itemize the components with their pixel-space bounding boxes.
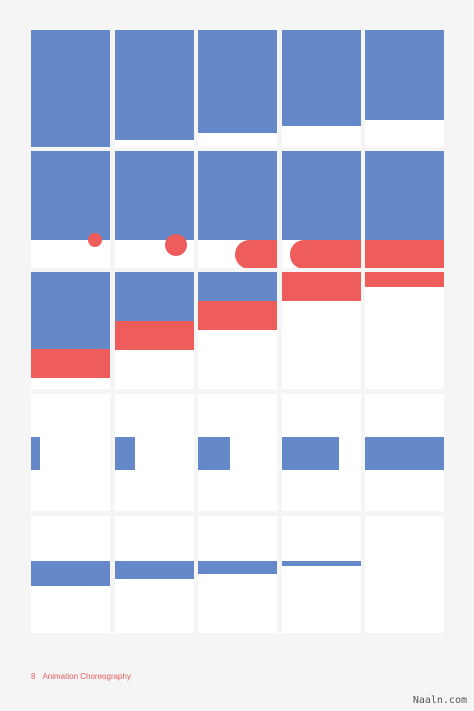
- frame-1-5: [365, 30, 444, 147]
- watermark-text: Naaln.com: [412, 695, 467, 706]
- frame-4-5: [365, 394, 444, 511]
- blue-panel: [198, 30, 277, 133]
- frame-2-2: [115, 151, 194, 268]
- frame-5-1: [31, 516, 110, 633]
- frame-1-2: [115, 30, 194, 147]
- frame-5-2: [115, 516, 194, 633]
- blue-panel: [198, 151, 277, 240]
- frame-3-5: [365, 272, 444, 389]
- blue-bar: [365, 437, 444, 470]
- blue-bar: [198, 561, 277, 574]
- red-bar: [198, 301, 277, 330]
- blue-bar: [282, 437, 339, 470]
- blue-panel: [365, 30, 444, 120]
- blue-bar: [31, 561, 110, 586]
- page-footer: 8 Animation Choreography: [31, 671, 131, 683]
- frame-5-5: [365, 516, 444, 633]
- blue-bar: [115, 437, 135, 470]
- blue-panel: [115, 30, 194, 140]
- frame-4-1: [31, 394, 110, 511]
- frame-2-3-red-layer: [198, 151, 277, 268]
- frame-3-3: [198, 272, 277, 389]
- red-circle-medium: [165, 234, 187, 256]
- blue-panel: [31, 30, 110, 147]
- blue-panel: [198, 272, 277, 301]
- frame-4-3: [198, 394, 277, 511]
- blue-panel: [31, 151, 110, 240]
- frame-2-4-red-layer: [282, 151, 361, 268]
- blue-panel: [282, 151, 361, 240]
- blue-bar: [198, 437, 230, 470]
- blue-panel: [31, 272, 110, 349]
- frame-4-4: [282, 394, 361, 511]
- frame-5-3: [198, 516, 277, 633]
- frame-2-1: [31, 151, 110, 268]
- blue-panel: [115, 151, 194, 240]
- section-title: Animation Choreography: [42, 672, 131, 681]
- red-bar-full: [365, 240, 444, 268]
- blue-panel: [365, 151, 444, 240]
- frame-3-4: [282, 272, 361, 389]
- frame-3-2: [115, 272, 194, 389]
- frame-5-4: [282, 516, 361, 633]
- frame-1-3: [198, 30, 277, 147]
- frame-4-2: [115, 394, 194, 511]
- red-bar: [282, 272, 361, 301]
- frame-1-4: [282, 30, 361, 147]
- page-number: 8: [31, 672, 36, 681]
- blue-bar: [282, 561, 361, 566]
- frame-2-5-red-layer: [365, 151, 444, 268]
- frame-1-1: [31, 30, 110, 147]
- blue-panel: [282, 30, 361, 126]
- frame-3-1: [31, 272, 110, 389]
- red-shape-expanding: [235, 240, 277, 268]
- blue-panel: [115, 272, 194, 321]
- red-bar: [115, 321, 194, 350]
- animation-storyboard-grid: [31, 30, 444, 634]
- red-bar: [31, 349, 110, 378]
- red-bar-wide: [290, 240, 361, 268]
- blue-bar: [31, 437, 40, 470]
- red-circle-small: [88, 233, 102, 247]
- blue-bar: [115, 561, 194, 579]
- red-bar: [365, 272, 444, 287]
